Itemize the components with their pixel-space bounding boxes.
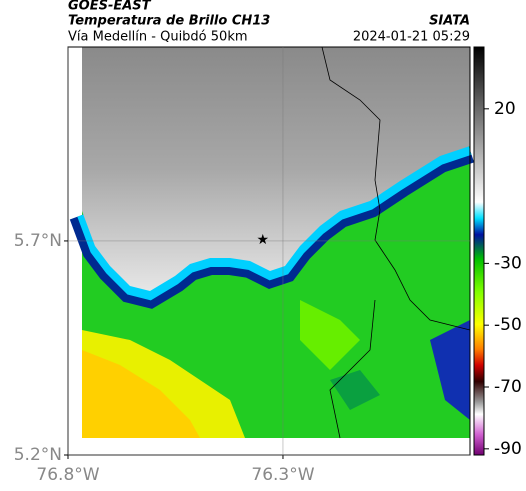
colorbar	[473, 46, 485, 456]
datetime: 2024-01-21 05:29	[353, 30, 470, 45]
location-marker: ★	[256, 232, 269, 248]
lat-tick-label: 5.2°N	[14, 445, 62, 465]
colorbar-tick-label: -90	[494, 439, 522, 459]
lon-tick-label: 76.3°W	[251, 465, 314, 485]
colorbar-tick-label: -30	[494, 253, 522, 273]
colorbar-tick-label: 20	[494, 99, 516, 119]
colorbar-tick-label: -50	[494, 315, 522, 335]
route: Vía Medellín - Quibdó 50km	[68, 30, 248, 45]
lon-tick-label: 76.8°W	[36, 465, 99, 485]
colorbar-tick-label: -70	[494, 377, 522, 397]
lat-tick-label: 5.7°N	[14, 231, 62, 251]
satellite-image	[69, 46, 475, 439]
source: SIATA	[429, 14, 470, 29]
title: GOES-EAST	[68, 0, 152, 14]
subtitle: Temperatura de Brillo CH13	[68, 14, 270, 29]
